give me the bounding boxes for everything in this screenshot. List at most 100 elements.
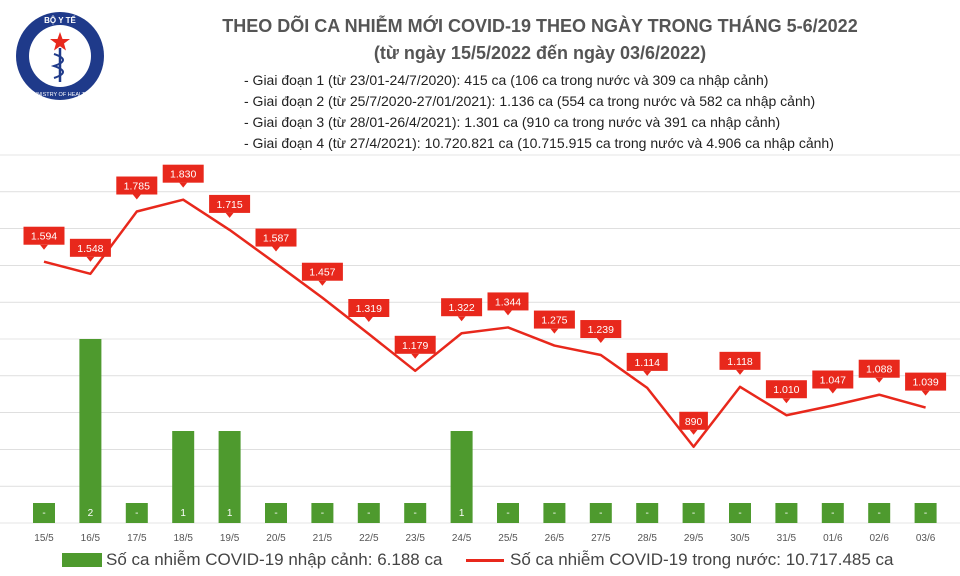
bar-value-label: - xyxy=(646,508,649,519)
x-tick-label: 20/5 xyxy=(266,533,286,544)
bar xyxy=(589,503,612,523)
line-label-text: 1.715 xyxy=(216,199,242,211)
line-label-pointer xyxy=(225,212,234,218)
x-tick-label: 25/5 xyxy=(498,533,518,544)
x-tick-label: 17/5 xyxy=(127,533,147,544)
stage-4-summary: - Giai đoạn 4 (từ 27/4/2021): 10.720.821… xyxy=(244,135,834,151)
stage-3-summary: - Giai đoạn 3 (từ 28/01-26/4/2021): 1.30… xyxy=(244,114,781,130)
grid-lines xyxy=(0,154,960,524)
bar-value-label: - xyxy=(785,508,788,519)
line-label-box xyxy=(858,359,900,378)
bar-data-labels: - 2 - 1 1 - - - - 1 - - - - - - - - - - xyxy=(42,508,927,519)
line-label-pointer xyxy=(550,328,559,334)
line-label-box xyxy=(679,411,708,430)
bar xyxy=(450,431,473,523)
line-value-label: 1.785 xyxy=(116,176,158,200)
legend-line-swatch xyxy=(466,558,504,562)
star-icon xyxy=(50,32,70,51)
line-label-text: 1.587 xyxy=(263,233,289,245)
line-label-text: 890 xyxy=(685,416,703,428)
bar xyxy=(125,503,148,523)
line-label-box xyxy=(301,262,343,281)
bar-value-label: 1 xyxy=(180,508,186,519)
legend-bar-label: Số ca nhiễm COVID-19 nhập cảnh: 6.188 ca xyxy=(106,550,443,569)
line-value-label: 1.179 xyxy=(394,335,436,359)
line-label-text: 1.594 xyxy=(31,231,57,243)
legend-line-label: Số ca nhiễm COVID-19 trong nước: 10.717.… xyxy=(510,550,894,569)
x-tick-label: 23/5 xyxy=(405,533,425,544)
bar xyxy=(636,503,659,523)
logo-text-top: BỘ Y TẾ xyxy=(44,15,76,25)
line-label-box xyxy=(441,298,483,317)
bar-value-label: 2 xyxy=(88,508,94,519)
x-tick-label: 29/5 xyxy=(684,533,704,544)
bar-value-label: - xyxy=(924,508,927,519)
line-label-text: 1.239 xyxy=(588,324,614,336)
bar-value-label: - xyxy=(135,508,138,519)
line-label-pointer xyxy=(782,398,791,404)
chart-title: THEO DÕI CA NHIỄM MỚI COVID-19 THEO NGÀY… xyxy=(222,16,858,36)
bar xyxy=(357,503,380,523)
snake-icon xyxy=(50,53,64,79)
line-value-label: 1.587 xyxy=(255,228,297,252)
x-tick-label: 22/5 xyxy=(359,533,379,544)
line-label-box xyxy=(533,310,575,329)
legend-bar-swatch xyxy=(62,553,102,567)
line-label-box xyxy=(348,299,390,318)
line-label-box xyxy=(255,228,297,247)
line-label-box xyxy=(23,226,65,245)
line-label-box xyxy=(69,238,111,257)
line-label-box xyxy=(116,176,158,195)
x-tick-label: 26/5 xyxy=(545,533,565,544)
x-tick-label: 31/5 xyxy=(777,533,797,544)
chart-subtitle: (từ ngày 15/5/2022 đến ngày 03/6/2022) xyxy=(373,43,707,63)
bar-value-label: 1 xyxy=(227,508,233,519)
line-label-text: 1.785 xyxy=(124,181,150,193)
line-label-pointer xyxy=(40,244,48,250)
line-label-pointer xyxy=(457,316,466,322)
line-label-text: 1.457 xyxy=(309,267,335,279)
line-label-pointer xyxy=(318,280,327,286)
line-label-text: 1.344 xyxy=(495,296,521,308)
bar xyxy=(265,503,287,523)
bar-value-label: - xyxy=(831,508,834,519)
line-label-text: 1.010 xyxy=(773,384,799,396)
bar xyxy=(821,503,844,523)
line-label-pointer xyxy=(411,353,420,359)
line-label-pointer xyxy=(875,377,884,383)
bar xyxy=(311,503,334,523)
stage-1-summary: - Giai đoạn 1 (từ 23/01-24/7/2020): 415 … xyxy=(244,72,769,88)
bar xyxy=(497,503,519,523)
bar-value-label: - xyxy=(42,508,45,519)
line-value-label: 1.047 xyxy=(812,370,854,394)
line-value-label: 890 xyxy=(679,411,708,435)
line-value-label: 1.275 xyxy=(533,310,575,334)
bar xyxy=(404,503,427,523)
line-label-text: 1.039 xyxy=(912,377,938,389)
line-value-label: 1.088 xyxy=(858,359,900,383)
line-label-text: 1.047 xyxy=(820,375,846,387)
line-label-text: 1.179 xyxy=(402,340,428,352)
x-tick-label: 30/5 xyxy=(730,533,750,544)
line-value-label: 1.344 xyxy=(487,292,529,316)
bar xyxy=(543,503,566,523)
line-label-box xyxy=(905,372,947,391)
legend-bar-series: Số ca nhiễm COVID-19 nhập cảnh: 6.188 ca xyxy=(62,550,442,570)
bar-value-label: - xyxy=(506,508,509,519)
x-tick-label: 28/5 xyxy=(637,533,657,544)
ministry-of-health-logo: BỘ Y TẾ MINISTRY OF HEALTH xyxy=(16,12,104,100)
line-value-label: 1.322 xyxy=(441,298,483,322)
legend-line-series: Số ca nhiễm COVID-19 trong nước: 10.717.… xyxy=(466,550,894,570)
line-value-label: 1.239 xyxy=(580,320,622,344)
line-label-box xyxy=(719,351,761,370)
line-label-pointer xyxy=(736,369,744,375)
bar xyxy=(172,431,195,523)
line-value-label: 1.010 xyxy=(765,380,807,404)
line-label-text: 1.114 xyxy=(634,357,660,369)
line-value-label: 1.594 xyxy=(23,226,65,250)
line-label-pointer xyxy=(596,338,605,344)
x-tick-label: 01/6 xyxy=(823,533,843,544)
bar xyxy=(868,503,891,523)
line-label-pointer xyxy=(179,182,188,188)
